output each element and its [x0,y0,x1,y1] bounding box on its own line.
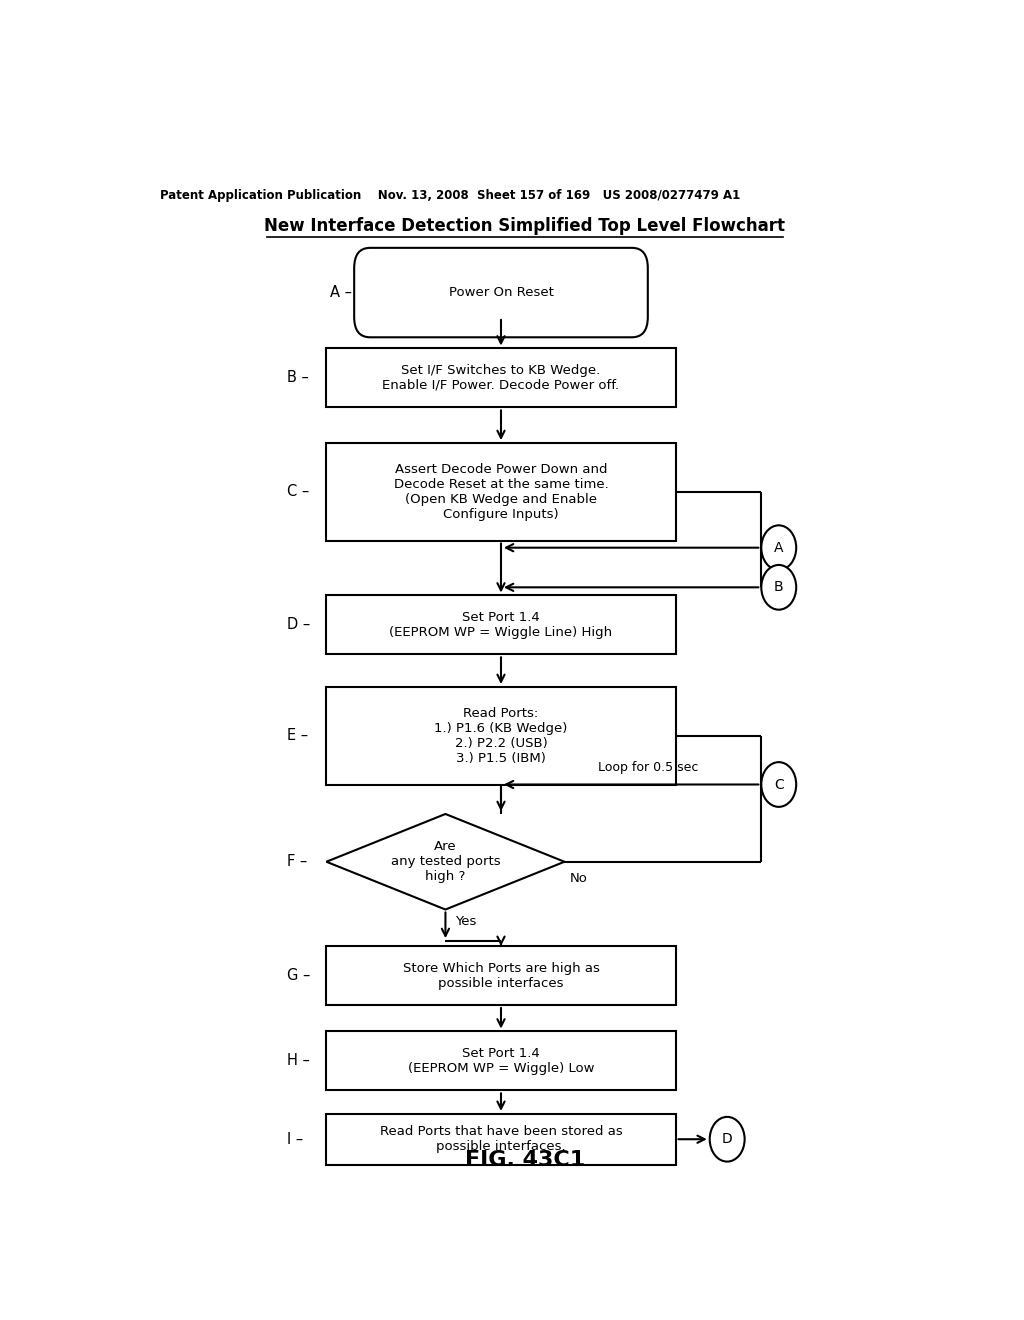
Text: G –: G – [287,968,310,983]
Bar [327,946,676,1005]
Bar [327,444,676,541]
Circle shape [761,762,797,807]
Text: Loop for 0.5 sec: Loop for 0.5 sec [598,762,698,775]
Text: Set I/F Switches to KB Wedge.
Enable I/F Power. Decode Power off.: Set I/F Switches to KB Wedge. Enable I/F… [382,364,620,392]
Text: Are
any tested ports
high ?: Are any tested ports high ? [390,841,501,883]
Text: C: C [774,777,783,792]
Text: Assert Decode Power Down and
Decode Reset at the same time.
(Open KB Wedge and E: Assert Decode Power Down and Decode Rese… [393,463,608,521]
Bar [327,595,676,655]
Text: A –: A – [331,285,352,300]
Text: New Interface Detection Simplified Top Level Flowchart: New Interface Detection Simplified Top L… [264,218,785,235]
Bar [327,1114,676,1164]
Text: Power On Reset: Power On Reset [449,286,553,300]
Text: A: A [774,541,783,554]
Bar [327,686,676,784]
Circle shape [710,1117,744,1162]
Text: No: No [570,873,588,884]
Text: B: B [774,581,783,594]
Text: F –: F – [287,854,307,870]
Text: Yes: Yes [455,915,476,928]
Bar [327,1031,676,1090]
Text: H –: H – [287,1053,309,1068]
FancyBboxPatch shape [354,248,648,338]
Text: Set Port 1.4
(EEPROM WP = Wiggle Line) High: Set Port 1.4 (EEPROM WP = Wiggle Line) H… [389,611,612,639]
Text: D: D [722,1133,732,1146]
Text: D –: D – [287,618,310,632]
Text: Store Which Ports are high as
possible interfaces: Store Which Ports are high as possible i… [402,961,599,990]
Text: B –: B – [287,371,308,385]
Circle shape [761,525,797,570]
Text: C –: C – [287,484,309,499]
Text: Read Ports that have been stored as
possible interfaces.: Read Ports that have been stored as poss… [380,1125,623,1154]
Text: FIG. 43C1: FIG. 43C1 [465,1150,585,1170]
Polygon shape [327,814,564,909]
Text: Read Ports:
1.) P1.6 (KB Wedge)
2.) P2.2 (USB)
3.) P1.5 (IBM): Read Ports: 1.) P1.6 (KB Wedge) 2.) P2.2… [434,706,567,764]
Text: Set Port 1.4
(EEPROM WP = Wiggle) Low: Set Port 1.4 (EEPROM WP = Wiggle) Low [408,1047,594,1074]
Circle shape [761,565,797,610]
Text: Patent Application Publication    Nov. 13, 2008  Sheet 157 of 169   US 2008/0277: Patent Application Publication Nov. 13, … [160,189,740,202]
Bar [327,348,676,408]
Text: E –: E – [287,729,308,743]
Text: I –: I – [287,1131,303,1147]
